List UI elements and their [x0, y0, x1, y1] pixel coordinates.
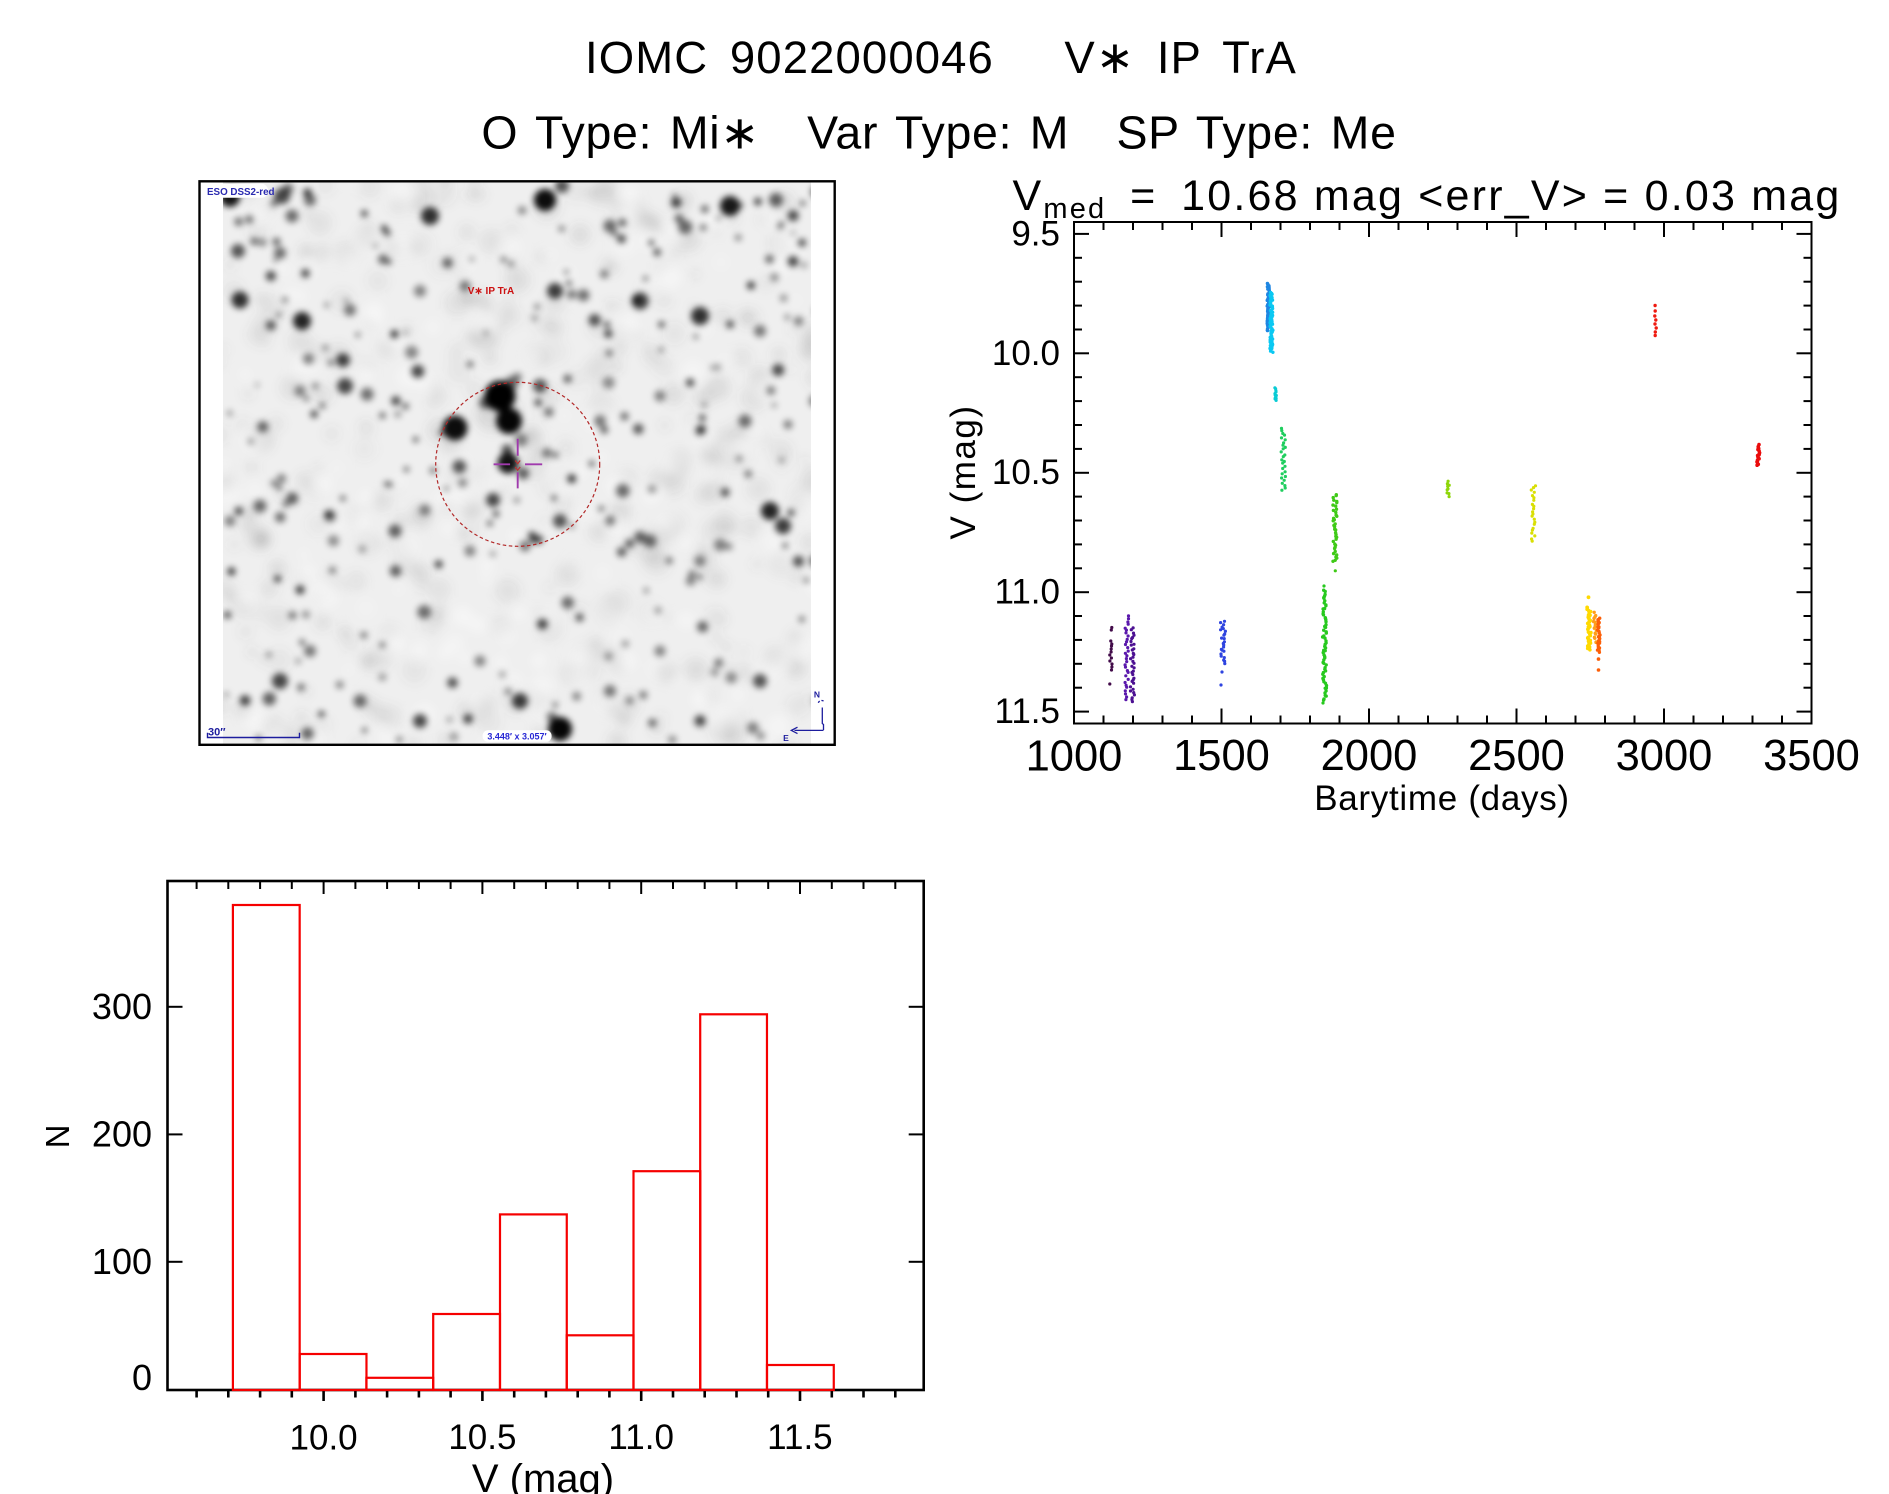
svg-text:E: E [783, 733, 789, 743]
svg-text:3000: 3000 [1616, 732, 1713, 780]
svg-text:Barytime (days): Barytime (days) [1314, 779, 1570, 818]
svg-text:1500: 1500 [1173, 732, 1270, 780]
svg-text:2500: 2500 [1468, 732, 1565, 780]
svg-text:IOMC 9022000046 V∗ IP TrA: IOMC 9022000046 V∗ IP TrA [585, 32, 1297, 83]
svg-text:2000: 2000 [1321, 732, 1418, 780]
svg-text:3.448′ x 3.057′: 3.448′ x 3.057′ [487, 732, 546, 742]
svg-text:V (mag): V (mag) [944, 405, 983, 540]
svg-text:300: 300 [92, 986, 152, 1027]
svg-text:ESO DSS2-red: ESO DSS2-red [207, 187, 275, 198]
svg-text:V∗ IP TrA: V∗ IP TrA [468, 286, 515, 297]
svg-text:11.5: 11.5 [994, 692, 1060, 731]
svg-text:10.0: 10.0 [290, 1419, 358, 1458]
svg-text:N: N [814, 690, 820, 700]
svg-text:0: 0 [132, 1357, 152, 1398]
svg-text:11.5: 11.5 [767, 1418, 833, 1457]
svg-text:10.0: 10.0 [992, 334, 1060, 373]
svg-text:3500: 3500 [1763, 732, 1860, 780]
svg-text:11.0: 11.0 [994, 573, 1060, 612]
svg-text:N: N [39, 1125, 76, 1149]
svg-text:200: 200 [92, 1113, 152, 1154]
svg-text:100: 100 [92, 1241, 152, 1282]
svg-text:10.5: 10.5 [992, 453, 1060, 492]
svg-text:1000: 1000 [1026, 733, 1123, 781]
svg-text:O Type: Mi∗ Var Type: M SP Typ: O Type: Mi∗ Var Type: M SP Type: Me [481, 106, 1396, 158]
svg-text:Vmed = 10.68 mag <err_V> = 0.0: Vmed = 10.68 mag <err_V> = 0.03 mag [1012, 172, 1841, 225]
svg-text:30″: 30″ [208, 727, 226, 739]
svg-text:10.5: 10.5 [448, 1418, 516, 1457]
svg-text:11.0: 11.0 [608, 1418, 674, 1457]
svg-text:9.5: 9.5 [1011, 214, 1060, 253]
svg-text:V (mag): V (mag) [472, 1457, 614, 1494]
